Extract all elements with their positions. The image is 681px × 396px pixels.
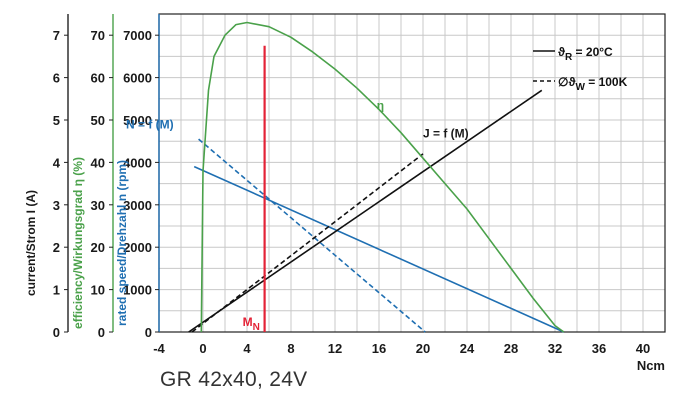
speed-tick-label: 3000 [123, 198, 152, 213]
series-speed-solid [193, 165, 565, 333]
efficiency-tick-label: 40 [91, 155, 105, 170]
current-tick-label: 0 [53, 325, 60, 340]
legend-subscript: R [565, 52, 573, 63]
efficiency-tick-label: 70 [91, 28, 105, 43]
efficiency-axis-title: efficiency/Wirkungsgrad η (%) [71, 157, 85, 329]
series-current-solid [188, 89, 543, 333]
legend-subscript: W [575, 82, 585, 93]
efficiency-tick-label: 60 [91, 71, 105, 86]
x-tick-label: 20 [416, 341, 430, 356]
x-tick-label: 4 [243, 341, 251, 356]
current-tick-label: 1 [53, 283, 60, 298]
rated-torque-label: MN [243, 315, 260, 333]
speed-tick-label: 4000 [123, 155, 152, 170]
curves [188, 21, 565, 333]
efficiency-tick-label: 20 [91, 240, 105, 255]
current-tick-label: 7 [53, 28, 60, 43]
current-tick-label: 5 [53, 113, 60, 128]
legend-entry: ∅ϑW = 100K [558, 75, 628, 93]
speed-tick-label: 6000 [123, 71, 152, 86]
speed-tick-label: 7000 [123, 28, 152, 43]
x-tick-label: 28 [504, 341, 518, 356]
current-tick-label: 4 [53, 155, 61, 170]
chart-caption: GR 42x40, 24V [160, 368, 308, 391]
x-tick-label: 12 [328, 341, 342, 356]
efficiency-tick-label: 10 [91, 283, 105, 298]
current-axis-title: current/Strom I (A) [24, 190, 38, 296]
speed-axis-title: rated speed/Drehzahl n (rpm) [115, 160, 129, 326]
speed-tick-label: 0 [145, 325, 152, 340]
annotation-label: J = f (M) [423, 126, 469, 140]
labels: MN η N = f (M) J = f (M) ϑR = 20°C ∅ϑW = 100K [126, 45, 628, 333]
series-efficiency-solid [200, 21, 565, 333]
legend-text: = 100K [585, 75, 628, 89]
speed-tick-label: 5000 [123, 113, 152, 128]
legend-entry: ϑR = 20°C [558, 45, 613, 63]
legend-symbol: ϑ [558, 45, 565, 59]
rated-torque-subscript: N [253, 322, 260, 333]
series-speed-dashed [198, 138, 426, 333]
current-tick-label: 3 [53, 198, 60, 213]
efficiency-tick-label: 50 [91, 113, 105, 128]
plot-frame [158, 13, 666, 333]
efficiency-tick-label: 30 [91, 198, 105, 213]
current-tick-label: 2 [53, 240, 60, 255]
x-tick-label: 8 [287, 341, 294, 356]
series-current-dashed [191, 153, 424, 333]
current-tick-label: 6 [53, 71, 60, 86]
speed-tick-label: 2000 [123, 240, 152, 255]
x-axis-label: Ncm [637, 358, 665, 373]
x-tick-label: 24 [460, 341, 475, 356]
x-tick-label: 32 [548, 341, 562, 356]
grid [158, 13, 666, 333]
efficiency-tick-label: 0 [98, 325, 105, 340]
x-tick-label: -4 [153, 341, 165, 356]
x-tick-label: 36 [592, 341, 606, 356]
x-tick-label: 16 [372, 341, 386, 356]
legend-symbol: ∅ϑ [558, 75, 575, 89]
x-tick-label: 0 [199, 341, 206, 356]
axes: -4 0 4 8 12 16 20 24 28 32 36 40Ncm01234567current/… [24, 14, 665, 373]
annotation-label: η [377, 98, 384, 112]
legend-text: = 20°C [572, 45, 613, 59]
speed-tick-label: 1000 [123, 283, 152, 298]
x-tick-label: 40 [636, 341, 650, 356]
annotation-label: N = f (M) [126, 117, 174, 131]
